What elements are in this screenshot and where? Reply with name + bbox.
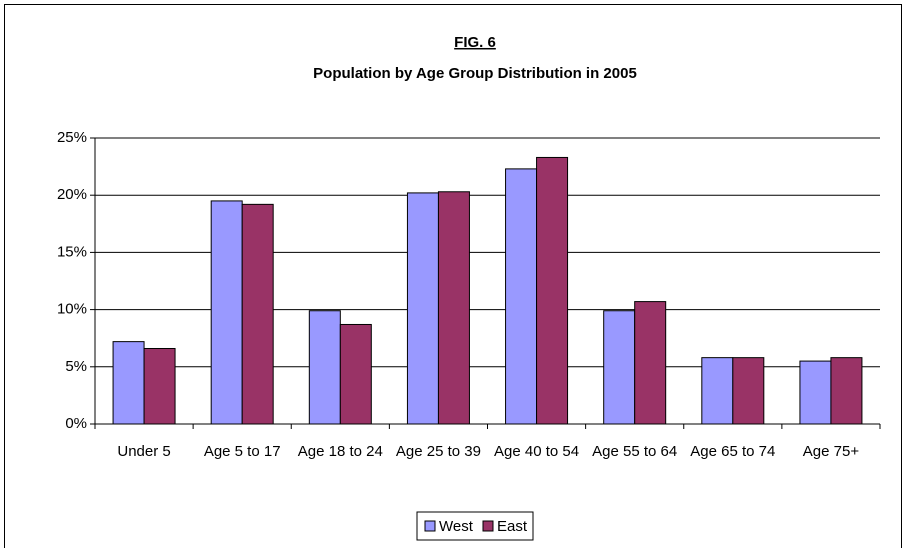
- bar: [112, 341, 145, 425]
- bar: [210, 200, 243, 425]
- x-tick-label: Under 5: [117, 443, 171, 460]
- bar: [634, 301, 667, 425]
- bar: [701, 357, 734, 425]
- legend-box: [416, 511, 534, 541]
- bar: [437, 191, 470, 425]
- x-tick-label: Age 5 to 17: [203, 443, 281, 460]
- chart-label: FIG. 6: [454, 34, 496, 51]
- bar: [603, 310, 636, 425]
- bar: [308, 310, 341, 425]
- legend-label: West: [439, 518, 474, 535]
- bar: [732, 357, 765, 425]
- x-tick-label: Age 75+: [802, 443, 860, 460]
- y-tick-label: 15%: [57, 243, 87, 260]
- y-tick-label: 20%: [57, 186, 87, 203]
- y-tick-label: 5%: [65, 358, 87, 375]
- bar: [406, 192, 439, 425]
- bar: [505, 168, 538, 425]
- x-tick-label: Age 55 to 64: [592, 443, 678, 460]
- x-tick-label: Age 40 to 54: [494, 443, 580, 460]
- legend-label: East: [497, 518, 528, 535]
- bar: [241, 203, 274, 425]
- legend-swatch: [482, 520, 494, 532]
- x-tick-label: Age 65 to 74: [690, 443, 776, 460]
- legend-swatch: [424, 520, 436, 532]
- bar: [799, 360, 832, 425]
- bar: [339, 323, 372, 425]
- y-tick-label: 25%: [57, 129, 87, 146]
- x-tick-label: Age 18 to 24: [297, 443, 383, 460]
- bar: [830, 357, 863, 425]
- y-tick-label: 0%: [65, 415, 87, 432]
- x-tick-label: Age 25 to 39: [395, 443, 481, 460]
- bar: [536, 156, 569, 425]
- y-tick-label: 10%: [57, 301, 87, 318]
- chart-title: Population by Age Group Distribution in …: [313, 65, 637, 82]
- bar: [143, 347, 176, 425]
